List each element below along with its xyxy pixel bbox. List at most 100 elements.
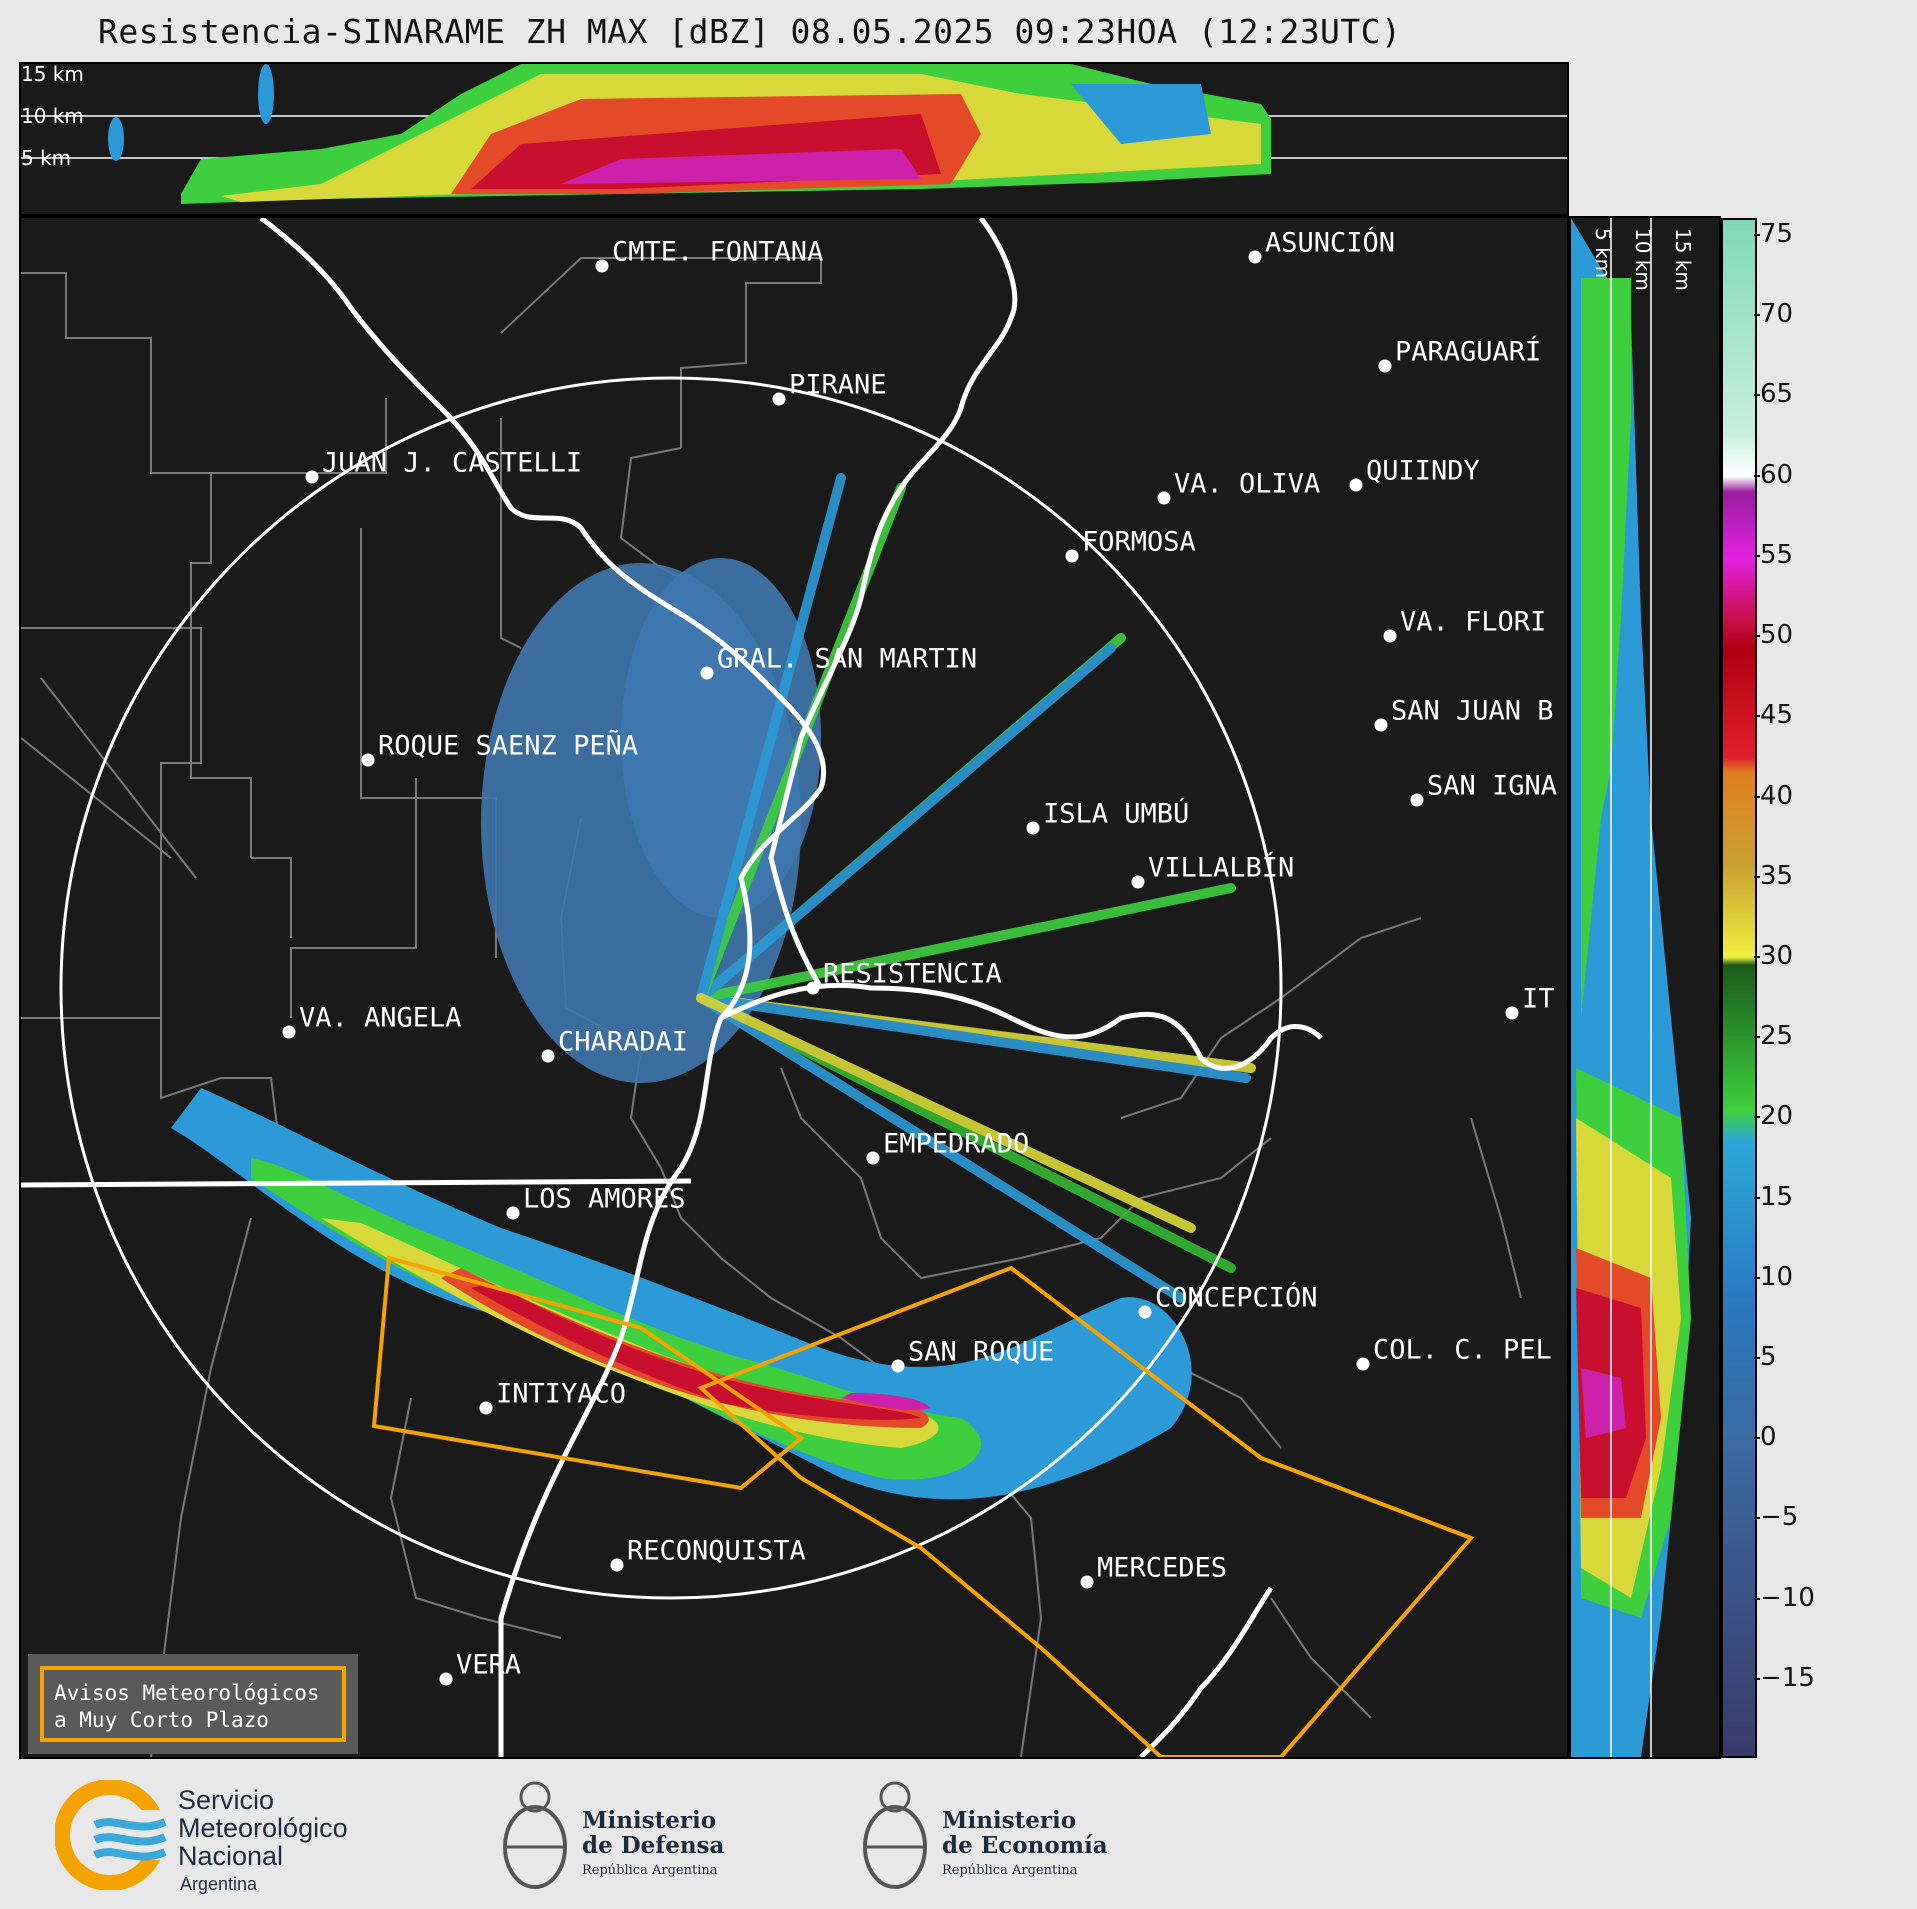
city-dot <box>305 470 319 484</box>
city-dot <box>1138 1305 1152 1319</box>
city-label: VA. ANGELA <box>299 1002 462 1034</box>
defensa-text-line: de Defensa <box>582 1832 725 1859</box>
city-label: SAN JUAN B <box>1391 695 1554 727</box>
colorbar-tick-label: 15 <box>1753 1181 1794 1212</box>
city-dot <box>700 666 714 680</box>
city-label: SAN ROQUE <box>908 1336 1055 1368</box>
city-label: EMPEDRADO <box>883 1128 1030 1160</box>
smn-logo-text: Servicio Meteorológico Nacional Argentin… <box>178 1786 348 1898</box>
city-label: ISLA UMBÚ <box>1043 798 1190 830</box>
coat-of-arms-icon <box>863 1781 927 1889</box>
top-echo-svg <box>21 64 1567 204</box>
colorbar-svg <box>1723 220 1755 1756</box>
legend-line: a Muy Corto Plazo <box>54 1708 269 1732</box>
city-label: VA. FLORI <box>1400 606 1547 638</box>
colorbar-tick-label: 5 <box>1754 1341 1777 1372</box>
colorbar-tick-label: 35 <box>1753 860 1794 891</box>
city-dot <box>1080 1575 1094 1589</box>
radar-map <box>19 216 1569 1759</box>
colorbar-tick-label: 40 <box>1753 780 1794 811</box>
economia-text-line: Ministerio <box>942 1807 1077 1834</box>
smn-text-line: Meteorológico <box>178 1813 348 1843</box>
city-label: VA. OLIVA <box>1174 468 1321 500</box>
city-dot <box>1374 718 1388 732</box>
city-label: CONCEPCIÓN <box>1155 1282 1318 1314</box>
city-label: LOS AMORES <box>523 1183 686 1215</box>
city-label: INTIYACO <box>496 1378 627 1410</box>
radar-map-svg <box>21 218 1522 1757</box>
city-dot <box>866 1151 880 1165</box>
city-label: PIRANE <box>789 369 887 401</box>
city-label: CHARADAI <box>558 1026 689 1058</box>
city-dot <box>595 259 609 273</box>
economia-text-line: República Argentina <box>942 1863 1078 1878</box>
city-label: FORMOSA <box>1082 526 1196 558</box>
colorbar-tick-label: 50 <box>1753 620 1794 651</box>
city-dot <box>1131 875 1145 889</box>
city-label: VILLALBÍN <box>1148 852 1295 884</box>
colorbar <box>1721 218 1757 1758</box>
colorbar-tick-label: 10 <box>1753 1261 1794 1292</box>
defensa-text-line: Ministerio <box>582 1807 717 1834</box>
footer: Servicio Meteorológico Nacional Argentin… <box>0 1760 1917 1909</box>
city-label: QUIINDY <box>1366 455 1480 487</box>
colorbar-tick-label: 70 <box>1753 299 1794 330</box>
legend-line: Avisos Meteorológicos <box>54 1681 320 1705</box>
smn-text-line: Servicio <box>178 1785 275 1815</box>
city-label: VERA <box>456 1649 522 1681</box>
defensa-text-line: República Argentina <box>582 1863 718 1878</box>
warnings-legend: Avisos Meteorológicos a Muy Corto Plazo <box>28 1654 358 1754</box>
smn-text-line: Argentina <box>180 1874 258 1894</box>
city-dot <box>541 1049 555 1063</box>
colorbar-tick-label: 20 <box>1753 1101 1794 1132</box>
colorbar-tick-label: 45 <box>1753 700 1794 731</box>
alt-label: 5 km <box>21 146 72 170</box>
city-dot <box>1157 491 1171 505</box>
colorbar-tick-label: 30 <box>1753 940 1794 971</box>
colorbar-tick-label: −10 <box>1754 1582 1815 1613</box>
city-label: ROQUE SAENZ PEÑA <box>378 730 639 762</box>
colorbar-tick-label: 25 <box>1753 1021 1794 1052</box>
city-dot <box>439 1672 453 1686</box>
smn-logo-icon <box>55 1780 170 1890</box>
city-label: MERCEDES <box>1097 1552 1228 1584</box>
city-dot <box>891 1359 905 1373</box>
city-label: JUAN J. CASTELLI <box>322 447 583 479</box>
colorbar-tick-label: −15 <box>1754 1662 1815 1693</box>
smn-text-line: Nacional <box>178 1841 284 1871</box>
city-label: SAN IGNA <box>1427 770 1558 802</box>
city-dot <box>1349 478 1363 492</box>
defensa-logo-text: Ministerio de Defensa República Argentin… <box>582 1808 724 1883</box>
city-dot <box>361 753 375 767</box>
city-label: CMTE. FONTANA <box>612 236 824 268</box>
city-dot <box>282 1025 296 1039</box>
city-label: IT <box>1522 983 1555 1015</box>
city-label: RECONQUISTA <box>627 1535 806 1567</box>
top-cross-section: 15 km 10 km 5 km <box>19 62 1569 216</box>
city-label: PARAGUARÍ <box>1395 336 1542 368</box>
alt-label: 10 km <box>21 104 84 128</box>
colorbar-tick-label: 0 <box>1754 1422 1777 1453</box>
city-dot <box>1505 1006 1519 1020</box>
colorbar-tick-label: 65 <box>1753 379 1794 410</box>
city-dot <box>1026 821 1040 835</box>
city-dot <box>1356 1357 1370 1371</box>
coat-of-arms-icon <box>503 1781 567 1889</box>
city-dot <box>1383 629 1397 643</box>
city-dot <box>610 1558 624 1572</box>
city-label: COL. C. PEL <box>1373 1334 1552 1366</box>
page-title: Resistencia-SINARAME ZH MAX [dBZ] 08.05.… <box>98 12 1402 51</box>
city-dot <box>772 392 786 406</box>
city-label: ASUNCIÓN <box>1265 227 1396 259</box>
warnings-legend-frame: Avisos Meteorológicos a Muy Corto Plazo <box>40 1666 346 1742</box>
city-dot <box>1065 549 1079 563</box>
side-cross-section: 5 km 10 km 15 km <box>1569 216 1721 1759</box>
city-label: GRAL. SAN MARTIN <box>717 643 978 675</box>
city-dot <box>806 981 820 995</box>
economia-logo-text: Ministerio de Economía República Argenti… <box>942 1808 1108 1883</box>
colorbar-tick-label: −5 <box>1753 1502 1799 1533</box>
city-dot <box>1378 359 1392 373</box>
alt-label: 15 km <box>1671 228 1695 291</box>
side-echo-svg <box>1571 218 1691 1757</box>
alt-label: 15 km <box>21 62 84 86</box>
